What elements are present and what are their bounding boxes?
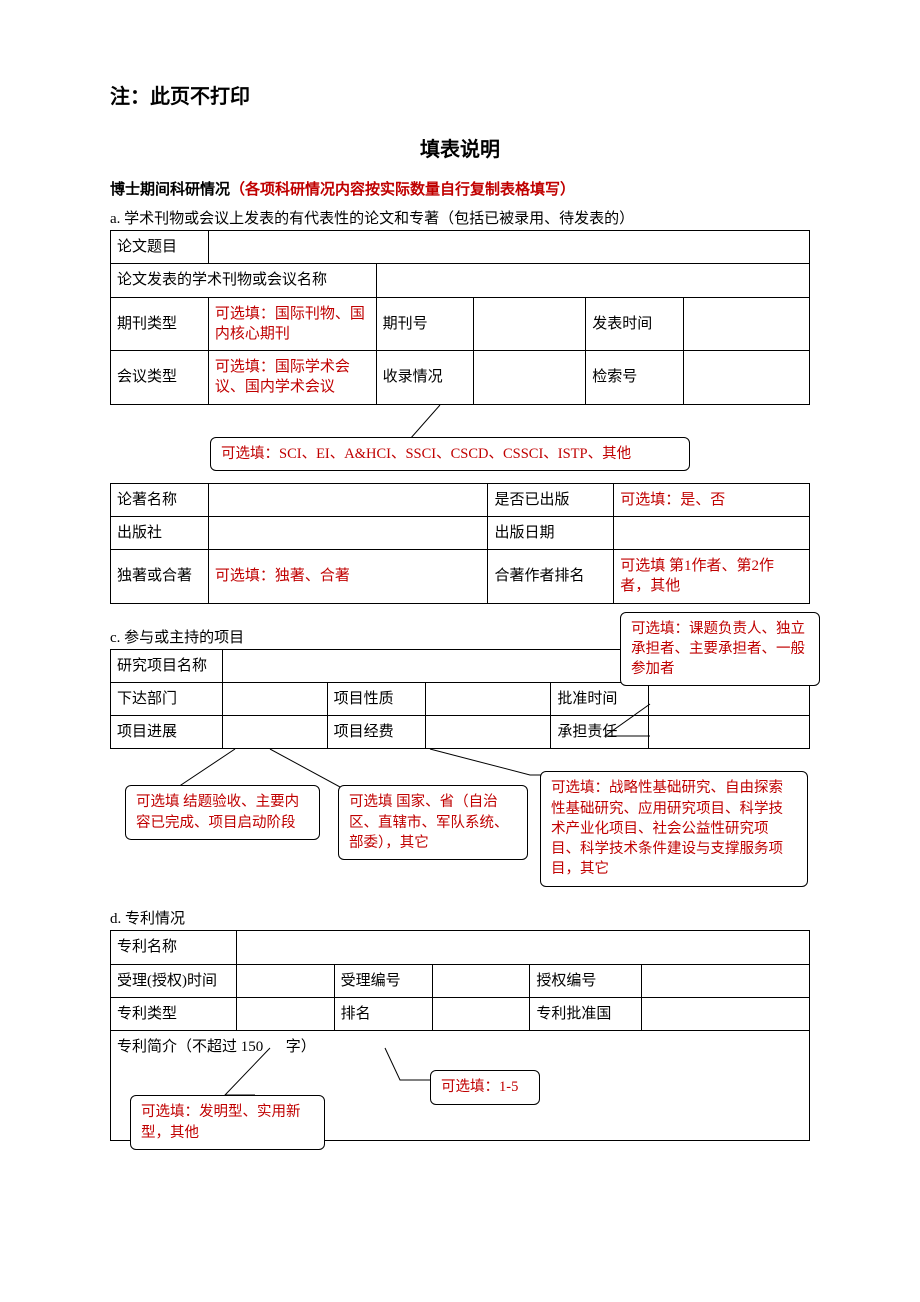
cell-grant-no-value[interactable] — [642, 964, 810, 997]
table-a: 论文题目 论文发表的学术刊物或会议名称 期刊类型 可选填：国际刊物、国内核心期刊… — [110, 230, 810, 405]
cell-funding-value[interactable] — [425, 716, 551, 749]
cell-publish-date-label: 发表时间 — [586, 297, 684, 351]
cell-patent-name-value[interactable] — [236, 931, 809, 964]
cell-sole-joint-label: 独著或合著 — [111, 550, 209, 604]
cell-conf-type-hint: 可选填：国际学术会议、国内学术会议 — [208, 351, 376, 405]
cell-role-value[interactable] — [649, 716, 810, 749]
cell-paper-title-label: 论文题目 — [111, 231, 209, 264]
cell-publish-date-value[interactable] — [684, 297, 810, 351]
page: 注：此页不打印 填表说明 博士期间科研情况（各项科研情况内容按实际数量自行复制表… — [0, 0, 920, 1201]
cell-patent-type-label: 专利类型 — [111, 997, 237, 1030]
cell-author-rank-hint: 可选填 第1作者、第2作者，其他 — [614, 550, 810, 604]
callout-nature: 可选填：战略性基础研究、自由探索性基础研究、应用研究项目、科学技术产业化项目、社… — [540, 771, 808, 886]
cell-approve-value[interactable] — [649, 682, 810, 715]
note-do-not-print: 注：此页不打印 — [110, 80, 810, 109]
cell-pub-name-label: 论文发表的学术刊物或会议名称 — [111, 264, 377, 297]
section-d-label: d. 专利情况 — [110, 907, 810, 928]
cell-nature-label: 项目性质 — [327, 682, 425, 715]
cell-pub-name-value[interactable] — [376, 264, 809, 297]
cell-published-label: 是否已出版 — [488, 483, 614, 516]
callout-role: 可选填：课题负责人、独立承担者、主要承担者、一般参加者 — [620, 612, 820, 687]
cell-pubdate-label: 出版日期 — [488, 516, 614, 549]
cell-nature-value[interactable] — [425, 682, 551, 715]
cell-sole-joint-hint: 可选填：独著、合著 — [208, 550, 488, 604]
cell-progress-label: 项目进展 — [111, 716, 223, 749]
table-b: 论著名称 是否已出版 可选填：是、否 出版社 出版日期 独著或合著 可选填：独著… — [110, 483, 810, 604]
cell-grant-country-value[interactable] — [642, 997, 810, 1030]
cell-index-status-value[interactable] — [474, 351, 586, 405]
cell-role-label: 承担责任 — [551, 716, 649, 749]
cell-approve-label: 批准时间 — [551, 682, 649, 715]
cell-funding-label: 项目经费 — [327, 716, 425, 749]
subheading: 博士期间科研情况（各项科研情况内容按实际数量自行复制表格填写） — [110, 178, 810, 199]
cell-patent-name-label: 专利名称 — [111, 931, 237, 964]
cell-book-name-label: 论著名称 — [111, 483, 209, 516]
cell-proj-name-label: 研究项目名称 — [111, 649, 223, 682]
cell-paper-title-value[interactable] — [208, 231, 809, 264]
cell-index-no-label: 检索号 — [586, 351, 684, 405]
cell-author-rank-label: 合著作者排名 — [488, 550, 614, 604]
callout-patent-type: 可选填：发明型、实用新型，其他 — [130, 1095, 325, 1150]
cell-patent-type-value[interactable] — [236, 997, 334, 1030]
cell-grant-country-label: 专利批准国 — [530, 997, 642, 1030]
cell-journal-type-label: 期刊类型 — [111, 297, 209, 351]
cell-journal-type-hint: 可选填：国际刊物、国内核心期刊 — [208, 297, 376, 351]
cell-published-hint: 可选填：是、否 — [614, 483, 810, 516]
cell-conf-type-label: 会议类型 — [111, 351, 209, 405]
callout-dept: 可选填 国家、省（自治区、直辖市、军队系统、部委），其它 — [338, 785, 528, 860]
cell-grant-no-label: 授权编号 — [530, 964, 642, 997]
callout-index-options: 可选填：SCI、EI、A&HCI、SSCI、CSCD、CSSCI、ISTP、其他 — [210, 437, 690, 471]
cell-publisher-label: 出版社 — [111, 516, 209, 549]
cell-rank-label: 排名 — [334, 997, 432, 1030]
cell-accept-no-value[interactable] — [432, 964, 530, 997]
callout-rank: 可选填：1-5 — [430, 1070, 540, 1104]
cell-pubdate-value[interactable] — [614, 516, 810, 549]
cell-progress-value[interactable] — [222, 716, 327, 749]
subheading-black: 博士期间科研情况 — [110, 182, 230, 198]
cell-book-name-value[interactable] — [208, 483, 488, 516]
cell-dept-label: 下达部门 — [111, 682, 223, 715]
cell-dept-value[interactable] — [222, 682, 327, 715]
cell-accept-no-label: 受理编号 — [334, 964, 432, 997]
cell-accept-date-label: 受理(授权)时间 — [111, 964, 237, 997]
cell-journal-no-label: 期刊号 — [376, 297, 474, 351]
cell-accept-date-value[interactable] — [236, 964, 334, 997]
page-title: 填表说明 — [110, 133, 810, 162]
cell-index-no-value[interactable] — [684, 351, 810, 405]
section-a-label: a. 学术刊物或会议上发表的有代表性的论文和专著（包括已被录用、待发表的） — [110, 207, 810, 228]
cell-rank-value[interactable] — [432, 997, 530, 1030]
cell-publisher-value[interactable] — [208, 516, 488, 549]
subheading-red: （各项科研情况内容按实际数量自行复制表格填写） — [230, 182, 575, 198]
cell-index-status-label: 收录情况 — [376, 351, 474, 405]
cell-journal-no-value[interactable] — [474, 297, 586, 351]
callout-progress: 可选填 结题验收、主要内容已完成、项目启动阶段 — [125, 785, 320, 840]
